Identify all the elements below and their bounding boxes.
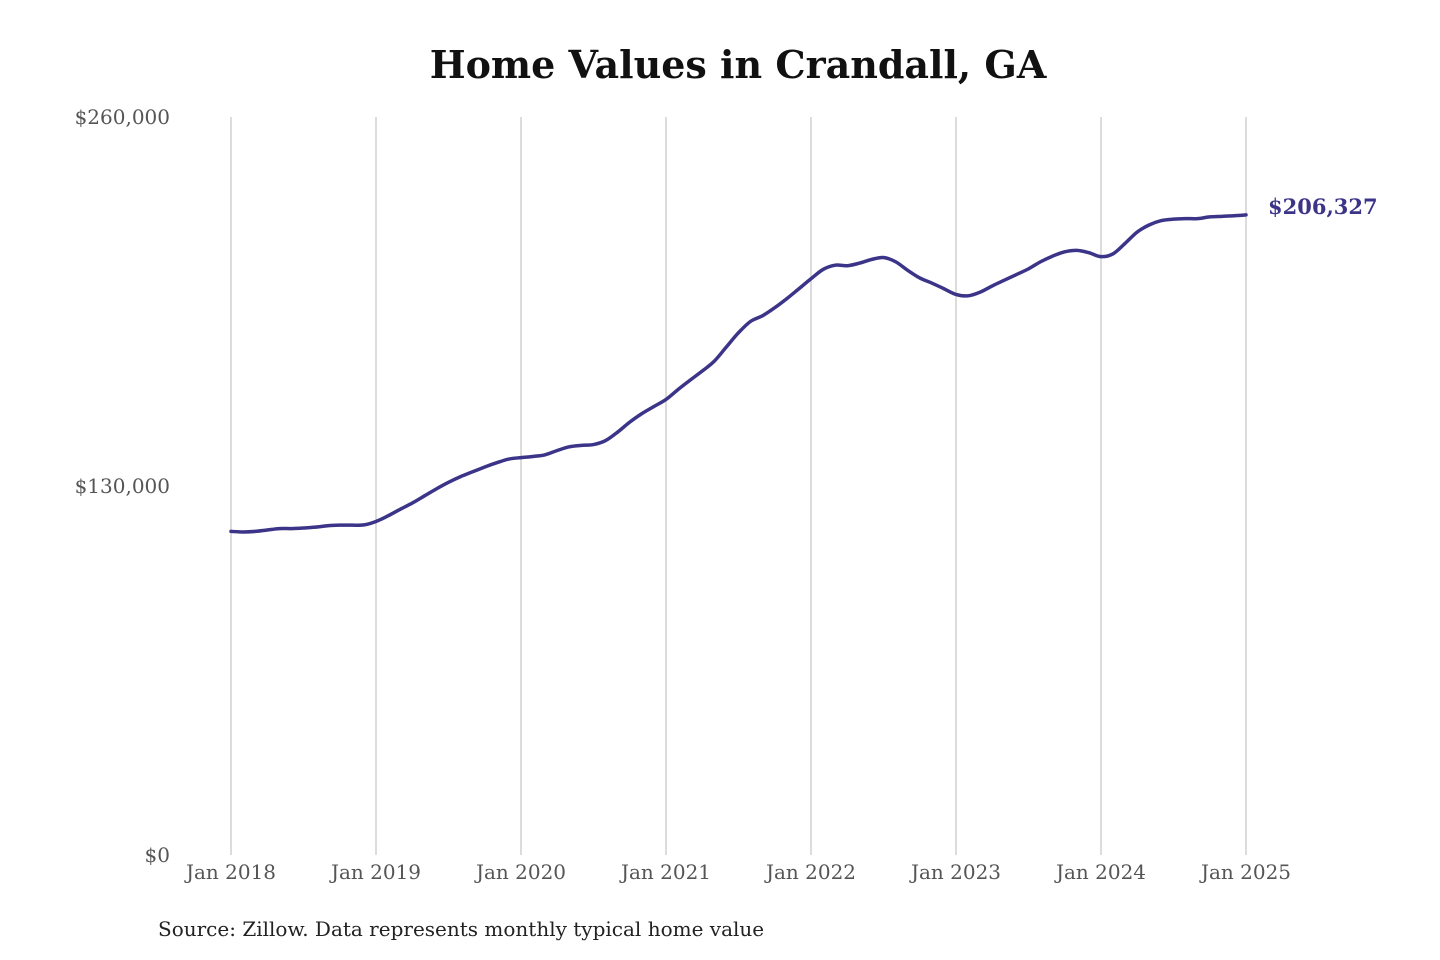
chart-title: Home Values in Crandall, GA <box>429 42 1047 87</box>
y-tick-label: $260,000 <box>75 105 170 129</box>
x-tick-label: Jan 2022 <box>764 860 856 884</box>
x-tick-label: Jan 2024 <box>1054 860 1146 884</box>
vertical-gridlines <box>230 117 1247 855</box>
source-note: Source: Zillow. Data represents monthly … <box>158 917 765 941</box>
series-layer <box>229 213 1248 534</box>
x-tick-label: Jan 2018 <box>184 860 276 884</box>
y-tick-label: $0 <box>145 843 170 867</box>
x-tick-label: Jan 2021 <box>619 860 711 884</box>
y-tick-label: $130,000 <box>75 474 170 498</box>
x-tick-label: Jan 2025 <box>1199 860 1291 884</box>
x-axis: Jan 2018 Jan 2019 Jan 2020 Jan 2021 Jan 2022… <box>184 860 1291 884</box>
end-label-layer: $206,327 <box>1268 194 1378 219</box>
y-axis: $0 $130,000 $260,000 <box>75 105 170 867</box>
x-tick-label: Jan 2023 <box>909 860 1001 884</box>
x-tick-label: Jan 2019 <box>329 860 421 884</box>
x-tick-label: Jan 2020 <box>474 860 566 884</box>
end-value-label: $206,327 <box>1268 194 1378 219</box>
series-line <box>229 213 1248 534</box>
